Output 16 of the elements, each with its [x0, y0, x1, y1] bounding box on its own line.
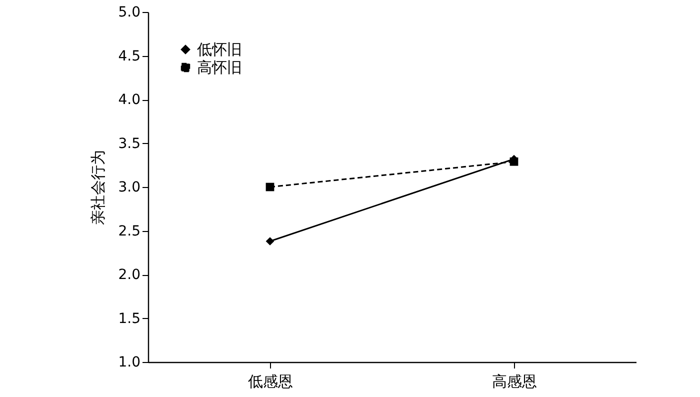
y-tick-label: 3.5	[118, 136, 140, 152]
point	[266, 182, 274, 192]
point	[266, 237, 274, 246]
x-tick-label: 低感恩	[248, 372, 293, 390]
y-tick-label: 1.0	[118, 354, 140, 370]
x-tick-label: 高感恩	[492, 372, 537, 390]
y-tick-label: 1.5	[118, 310, 140, 327]
legend-label: 高怀旧	[197, 58, 242, 76]
legend-label: 低怀旧	[197, 40, 242, 58]
y-tick-label: 3.0	[118, 180, 140, 196]
y-tick-label: 4.5	[118, 48, 140, 64]
y-axis-title: 亲社会行为	[89, 150, 108, 225]
y-tick-label: 5.0	[118, 4, 140, 20]
y-tick-label: 4.0	[118, 92, 140, 108]
y-tick-label: 2.5	[118, 223, 140, 240]
y-tick-label: 2.0	[118, 267, 140, 283]
